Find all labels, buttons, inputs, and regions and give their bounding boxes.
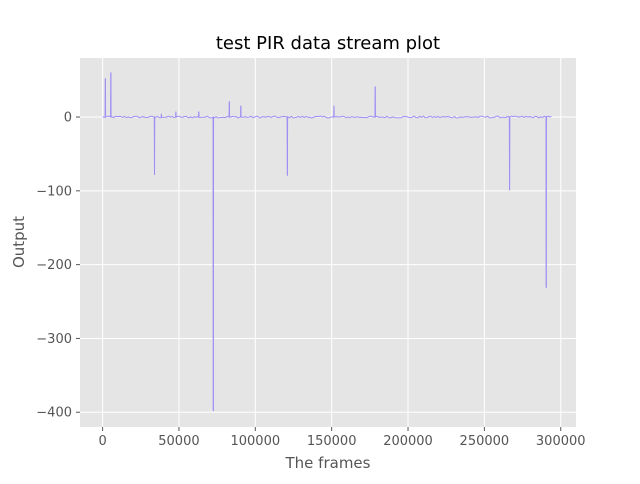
chart-title: test PIR data stream plot (216, 33, 440, 54)
x-tick-label: 300000 (536, 434, 586, 449)
x-tick-label: 250000 (460, 434, 510, 449)
y-tick-label: −400 (36, 406, 72, 421)
pir-output-line (102, 72, 552, 412)
x-axis-label: The frames (285, 454, 371, 472)
x-tick-label: 200000 (383, 434, 433, 449)
axis-ticks: 0 50000 100000 150000 200000 250000 300000 0 −10… (36, 111, 585, 449)
x-tick-label: 50000 (158, 434, 199, 449)
y-tick-label: −200 (36, 258, 72, 273)
y-tick-label: 0 (64, 111, 72, 126)
x-tick-label: 100000 (230, 434, 280, 449)
y-tick-label: −100 (36, 184, 72, 199)
y-tick-label: −300 (36, 332, 72, 347)
x-tick-label: 150000 (307, 434, 357, 449)
x-tick-label: 0 (98, 434, 106, 449)
plot-area-background (80, 58, 576, 427)
y-axis-label: Output (10, 216, 28, 268)
data-series (102, 72, 552, 412)
